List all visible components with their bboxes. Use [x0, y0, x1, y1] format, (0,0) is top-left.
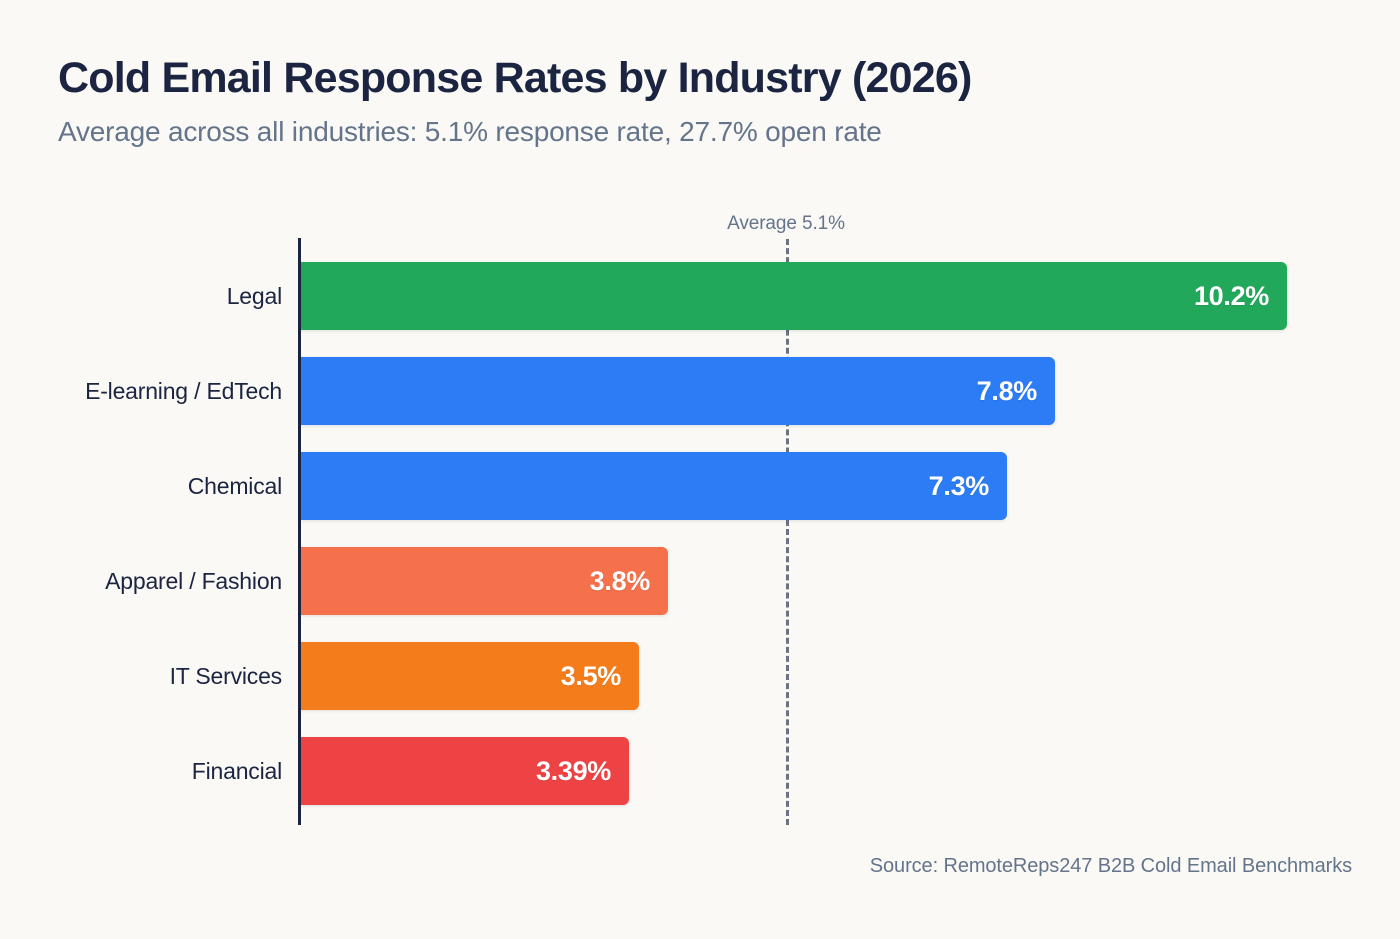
bar[interactable] [301, 737, 629, 805]
bar-row: Apparel / Fashion 3.8% [0, 547, 1400, 615]
bar-value-label: 3.39% [535, 756, 611, 786]
category-label: Apparel / Fashion [105, 568, 282, 594]
bar[interactable] [301, 262, 1287, 330]
bar-row: Legal 10.2% [0, 262, 1400, 330]
bar-value-label: 7.8% [976, 376, 1038, 406]
category-label: Financial [191, 758, 282, 784]
category-label: Legal [226, 283, 282, 309]
bar-row: Chemical 7.3% [0, 452, 1400, 520]
chart-header: Cold Email Response Rates by Industry (2… [58, 54, 1348, 149]
bar[interactable] [301, 642, 639, 710]
bar-value-label: 3.5% [560, 661, 622, 691]
bar-row: IT Services 3.5% [0, 642, 1400, 710]
y-axis-line [298, 238, 301, 825]
bar[interactable] [301, 357, 1055, 425]
category-label: IT Services [169, 663, 283, 689]
bar-row: Financial 3.39% [0, 737, 1400, 805]
average-reference-line [786, 239, 789, 825]
category-label: E-learning / EdTech [85, 378, 282, 404]
chart-subtitle: Average across all industries: 5.1% resp… [58, 116, 882, 148]
bar-value-label: 10.2% [1193, 281, 1269, 311]
category-label: Chemical [187, 473, 282, 499]
bar-value-label: 3.8% [589, 566, 651, 596]
page-title: Cold Email Response Rates by Industry (2… [58, 54, 972, 102]
bar[interactable] [301, 452, 1007, 520]
bar[interactable] [301, 547, 668, 615]
average-reference-label: Average 5.1% [727, 213, 845, 234]
source-note: Source: RemoteReps247 B2B Cold Email Ben… [869, 855, 1352, 877]
bar-row: E-learning / EdTech 7.8% [0, 357, 1400, 425]
bar-value-label: 7.3% [928, 471, 990, 501]
